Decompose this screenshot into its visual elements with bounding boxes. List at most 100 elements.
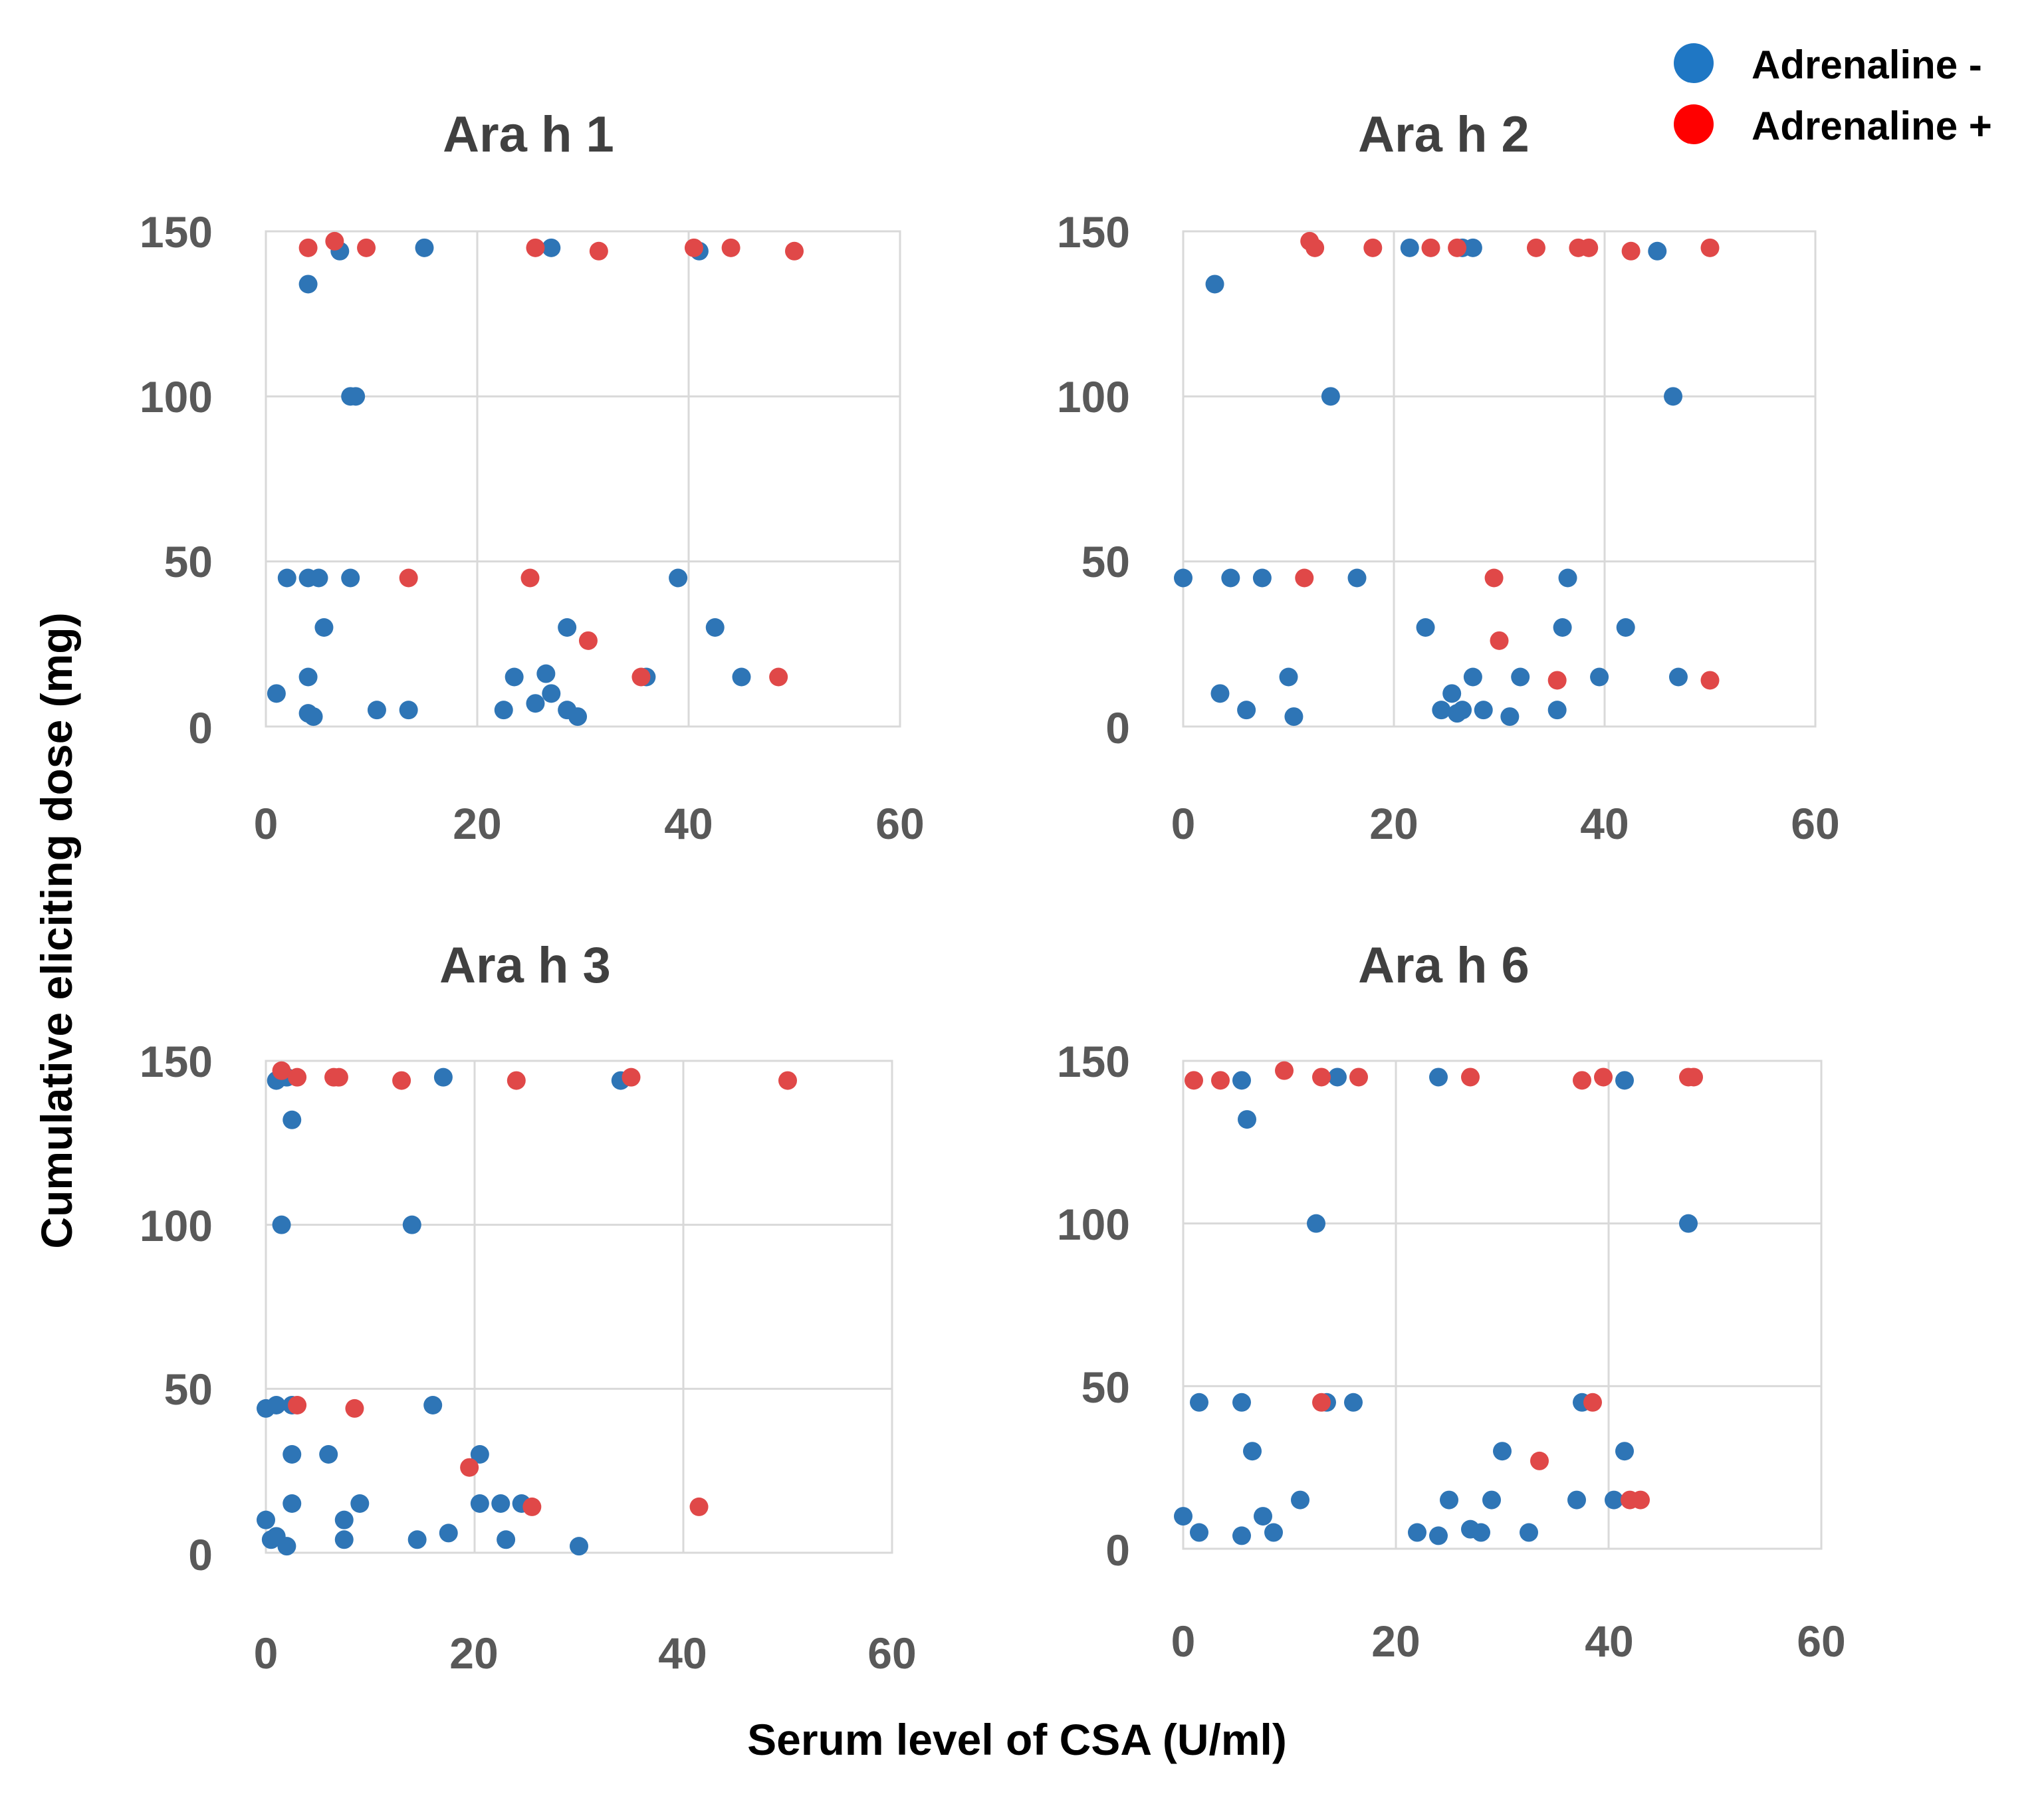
x-tick-label: 40 [664, 799, 713, 848]
data-point-adrenaline-neg [1474, 701, 1493, 720]
data-point-adrenaline-pos [1547, 671, 1567, 690]
data-point-adrenaline-neg [1307, 1214, 1325, 1233]
data-point-adrenaline-pos [1312, 1068, 1331, 1087]
data-point-adrenaline-neg [494, 701, 513, 720]
data-point-adrenaline-pos [1306, 238, 1325, 257]
y-tick-label: 0 [188, 703, 213, 752]
data-point-adrenaline-neg [367, 701, 386, 720]
data-point-adrenaline-neg [732, 667, 751, 687]
data-point-adrenaline-neg [1344, 1393, 1363, 1412]
y-tick-label: 100 [140, 372, 213, 421]
y-tick-label: 0 [188, 1530, 213, 1579]
data-point-adrenaline-neg [669, 568, 688, 588]
data-point-adrenaline-neg [283, 1110, 302, 1129]
data-point-adrenaline-neg [1254, 1507, 1272, 1526]
data-point-adrenaline-neg [1252, 568, 1272, 588]
data-point-adrenaline-neg [1174, 568, 1192, 588]
panel-ara-h-3: Ara h 3 150 100 50 0 0 20 40 60 [140, 937, 917, 1678]
data-point-adrenaline-neg [536, 664, 556, 683]
x-tick-label: 0 [1171, 1617, 1196, 1666]
data-point-adrenaline-neg [1493, 1442, 1512, 1461]
y-tick-label: 150 [1057, 207, 1130, 257]
data-point-adrenaline-pos [631, 667, 651, 687]
data-point-adrenaline-neg [1590, 667, 1609, 687]
data-point-adrenaline-pos [392, 1071, 411, 1090]
data-point-adrenaline-neg [1616, 618, 1635, 637]
data-point-adrenaline-neg [1347, 568, 1367, 588]
y-tick-label: 150 [1057, 1037, 1130, 1086]
data-point-adrenaline-neg [526, 694, 545, 713]
data-point-adrenaline-neg [505, 667, 524, 687]
data-point-adrenaline-neg [1284, 707, 1304, 727]
data-point-adrenaline-neg [1463, 667, 1482, 687]
panel-title: Ara h 2 [1358, 106, 1530, 163]
x-tick-label: 60 [1791, 799, 1839, 848]
y-tick-label: 100 [140, 1201, 213, 1250]
plot-frame [1182, 230, 1817, 728]
data-point-adrenaline-neg [470, 1494, 489, 1513]
data-point-adrenaline-pos [1349, 1068, 1368, 1087]
grid [265, 1060, 893, 1554]
data-point-adrenaline-neg [1291, 1490, 1309, 1510]
data-points [1174, 231, 1720, 727]
x-axis-title: Serum level of CSA (U/ml) [747, 1715, 1287, 1764]
data-point-adrenaline-neg [1408, 1523, 1426, 1542]
plot-frame [265, 230, 901, 728]
x-tick-label: 60 [1797, 1617, 1845, 1666]
y-tick-label: 150 [140, 207, 213, 257]
data-point-adrenaline-pos [1484, 568, 1504, 588]
data-points [267, 231, 804, 727]
data-point-adrenaline-pos [721, 238, 740, 257]
panel-title: Ara h 3 [439, 937, 611, 994]
x-tick-label: 60 [875, 799, 924, 848]
data-point-adrenaline-neg [1664, 387, 1683, 406]
x-tick-label: 20 [453, 799, 501, 848]
x-tick-label: 0 [254, 799, 279, 848]
data-point-adrenaline-neg [1500, 707, 1520, 727]
data-point-adrenaline-neg [705, 618, 725, 637]
data-point-adrenaline-neg [350, 1494, 370, 1513]
data-point-adrenaline-neg [1432, 701, 1451, 720]
panel-title: Ara h 1 [443, 106, 614, 163]
plot-frame [265, 1060, 893, 1554]
x-tick-label: 40 [658, 1629, 707, 1678]
panel-ara-h-6: Ara h 6 150 100 50 0 0 20 40 60 [1057, 937, 1846, 1666]
data-point-adrenaline-pos [1275, 1061, 1294, 1080]
data-point-adrenaline-neg [1567, 1490, 1586, 1510]
data-point-adrenaline-pos [1448, 238, 1467, 257]
data-point-adrenaline-neg [1190, 1523, 1208, 1542]
panel-ara-h-1: Ara h 1 150 100 50 0 0 20 40 60 [140, 106, 925, 848]
data-point-adrenaline-neg [1264, 1523, 1283, 1542]
data-point-adrenaline-neg [334, 1530, 354, 1549]
data-point-adrenaline-neg [277, 568, 296, 588]
data-point-adrenaline-neg [1237, 701, 1256, 720]
data-point-adrenaline-pos [1579, 238, 1599, 257]
data-point-adrenaline-neg [1453, 701, 1472, 720]
data-point-adrenaline-neg [257, 1510, 275, 1529]
y-tick-label: 150 [140, 1037, 213, 1086]
y-tick-label: 50 [1081, 1363, 1130, 1412]
data-point-adrenaline-neg [346, 387, 366, 406]
x-tick-label: 20 [1371, 1617, 1420, 1666]
data-points [1174, 1061, 1703, 1545]
x-tick-label: 20 [449, 1629, 498, 1678]
x-tick-label: 20 [1369, 799, 1418, 848]
y-tick-label: 0 [1105, 703, 1130, 752]
data-point-adrenaline-neg [1558, 568, 1577, 588]
data-point-adrenaline-neg [1463, 238, 1482, 257]
data-point-adrenaline-pos [778, 1071, 797, 1090]
data-point-adrenaline-neg [1482, 1490, 1501, 1510]
data-point-adrenaline-pos [288, 1068, 307, 1087]
data-point-adrenaline-neg [423, 1396, 443, 1414]
data-point-adrenaline-pos [345, 1399, 364, 1418]
data-point-adrenaline-neg [415, 238, 434, 257]
data-point-adrenaline-pos [1530, 1451, 1549, 1470]
data-point-adrenaline-neg [570, 1537, 588, 1556]
data-point-adrenaline-neg [1511, 667, 1530, 687]
data-point-adrenaline-pos [272, 1061, 291, 1080]
data-point-adrenaline-pos [1583, 1393, 1602, 1412]
data-point-adrenaline-neg [1174, 1507, 1192, 1526]
y-tick-label: 50 [164, 537, 213, 586]
data-point-adrenaline-neg [1440, 1490, 1458, 1510]
data-point-adrenaline-neg [470, 1445, 489, 1464]
